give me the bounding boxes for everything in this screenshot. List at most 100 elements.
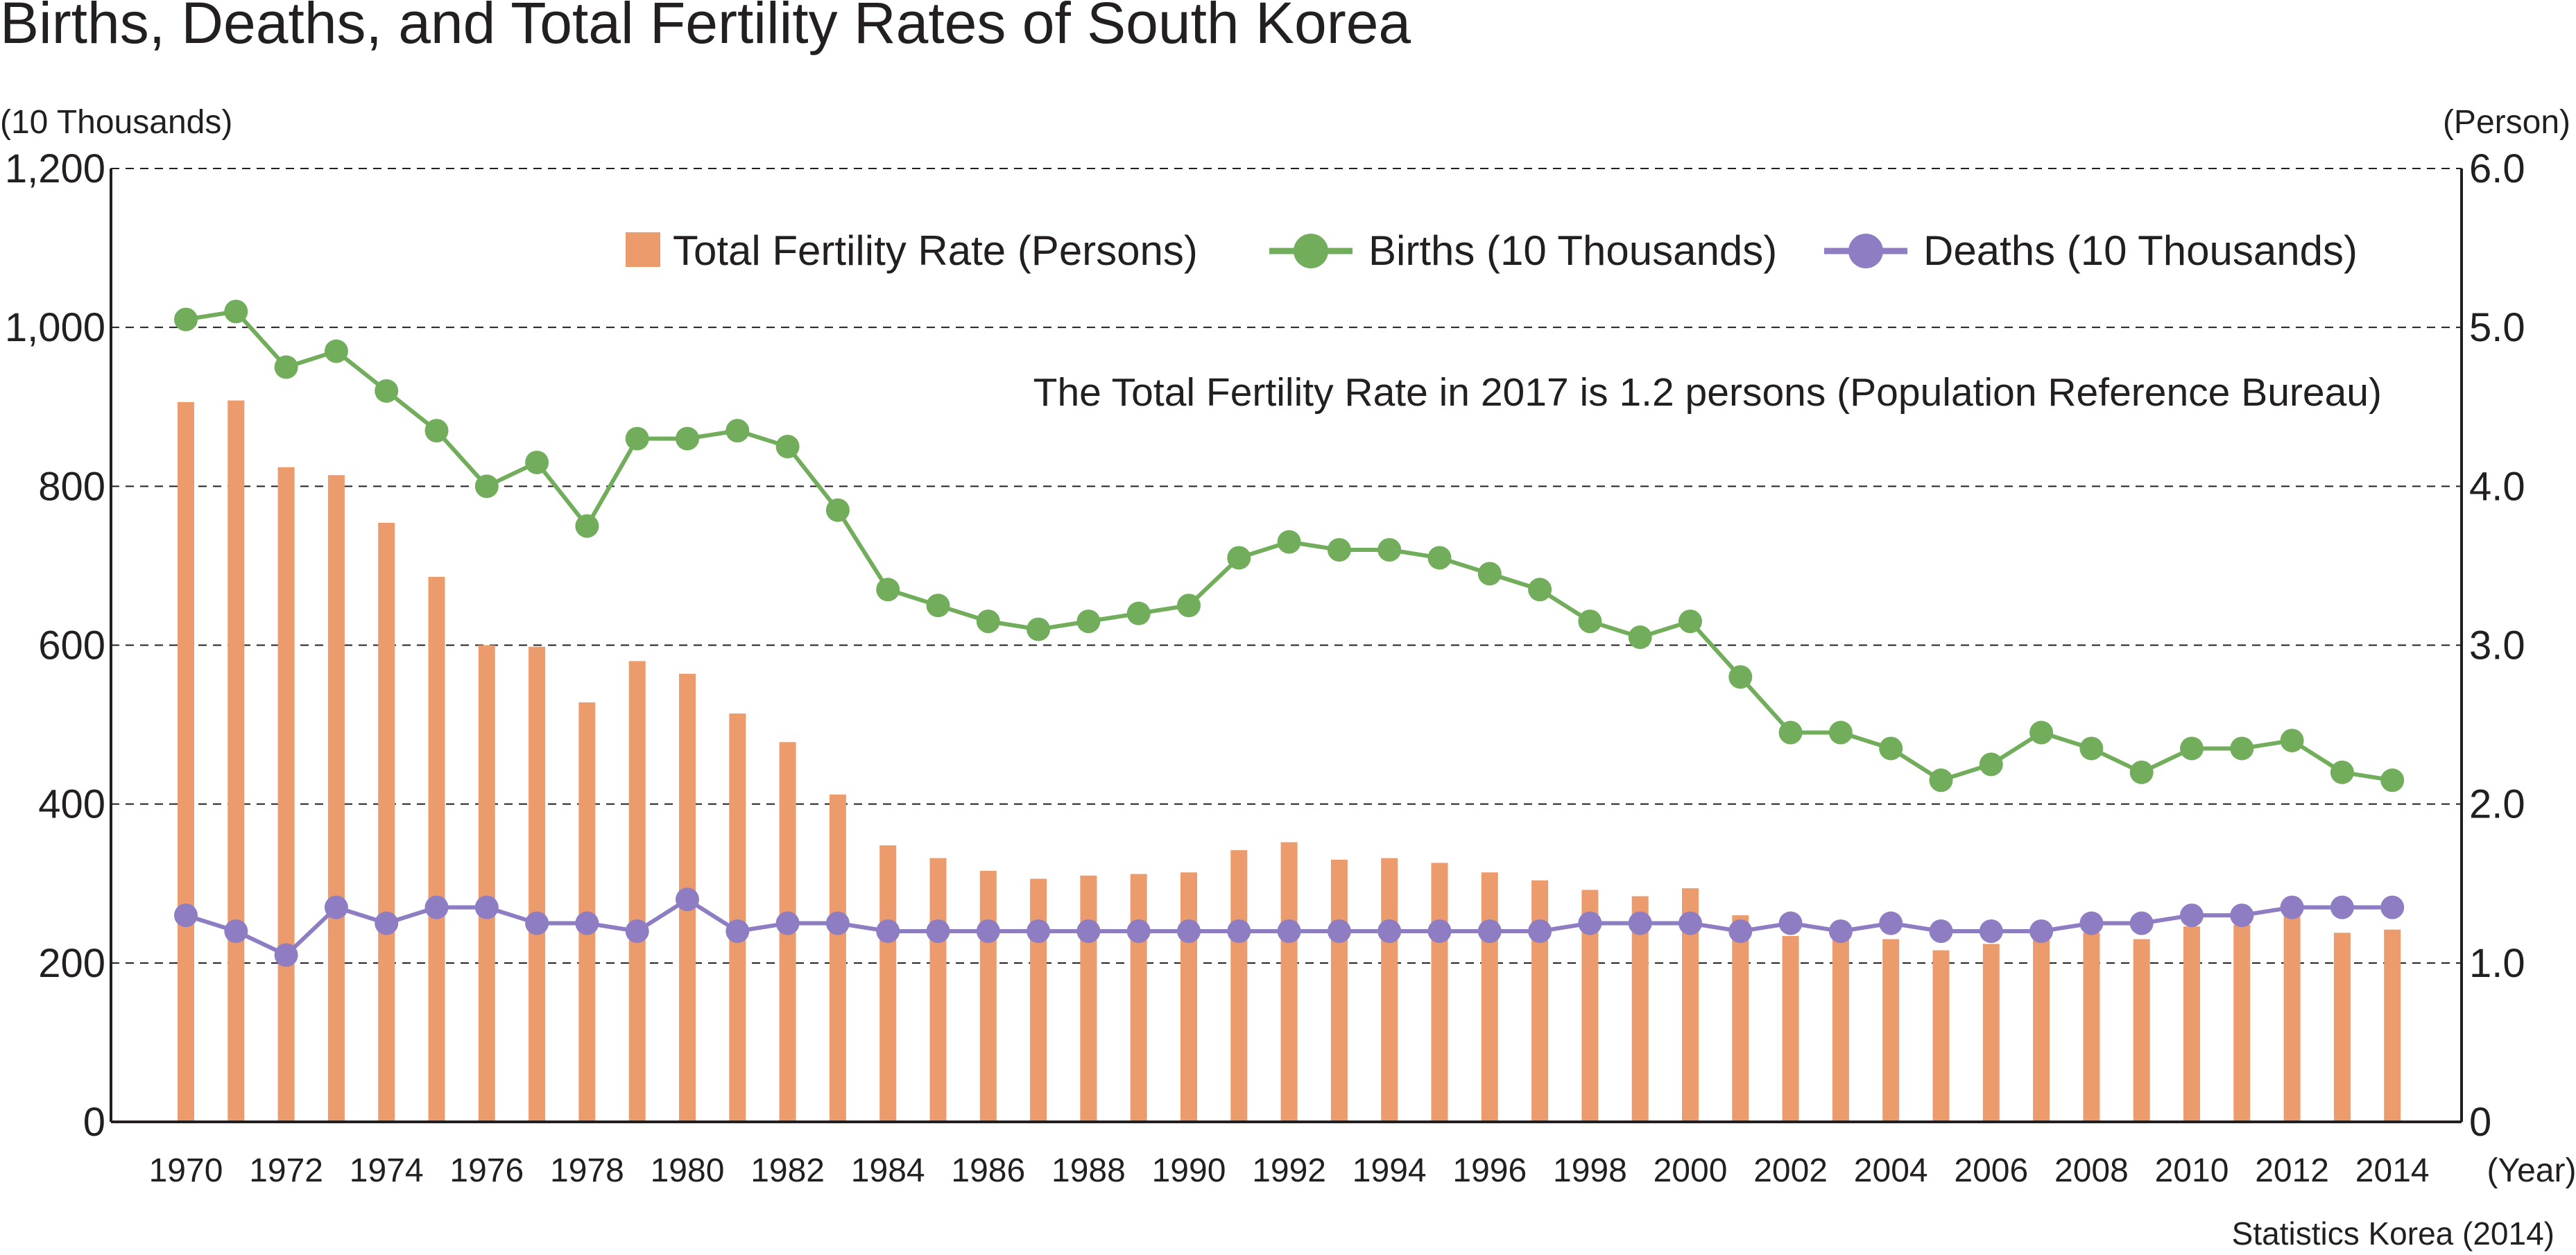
right-axis-unit: (Person) bbox=[2443, 104, 2570, 141]
births-point bbox=[976, 609, 1000, 634]
births-point bbox=[1427, 546, 1452, 570]
deaths-point bbox=[1628, 911, 1652, 935]
deaths-point bbox=[1227, 919, 1251, 943]
fertility-bar bbox=[1932, 950, 1950, 1122]
x-tick-label: 1970 bbox=[149, 1152, 223, 1189]
births-point bbox=[2180, 736, 2204, 761]
x-tick-label: 1986 bbox=[951, 1152, 1025, 1189]
left-tick-label: 1,000 bbox=[5, 305, 105, 350]
deaths-point bbox=[174, 903, 198, 928]
right-tick-label: 4.0 bbox=[2469, 464, 2525, 509]
births-point bbox=[1678, 609, 1702, 634]
fertility-bar bbox=[1531, 880, 1549, 1122]
deaths-point bbox=[976, 919, 1000, 943]
deaths-point bbox=[1126, 919, 1151, 943]
fertility-bar bbox=[1982, 944, 2000, 1122]
deaths-point bbox=[2029, 919, 2054, 943]
deaths-point bbox=[1879, 911, 1903, 935]
births-point bbox=[1528, 578, 1552, 602]
x-tick-label: 1984 bbox=[851, 1152, 925, 1189]
left-tick-label: 200 bbox=[38, 941, 105, 986]
fertility-bar bbox=[478, 645, 495, 1122]
fertility-bar bbox=[2384, 929, 2401, 1122]
births-point bbox=[1979, 752, 2003, 777]
births-point bbox=[424, 419, 449, 443]
deaths-point bbox=[1477, 919, 1502, 943]
right-tick-label: 2.0 bbox=[2469, 782, 2525, 827]
right-tick-label: 0 bbox=[2469, 1100, 2491, 1145]
fertility-bar bbox=[1030, 878, 1047, 1122]
deaths-point bbox=[525, 911, 549, 935]
fertility-bar bbox=[1330, 859, 1348, 1122]
left-tick-label: 1,200 bbox=[5, 146, 105, 191]
fertility-bar bbox=[1280, 842, 1298, 1122]
left-tick-label: 600 bbox=[38, 623, 105, 668]
deaths-point bbox=[2180, 903, 2204, 928]
fertility-bar bbox=[979, 870, 997, 1122]
fertility-bar bbox=[428, 576, 445, 1122]
deaths-point bbox=[274, 943, 298, 967]
deaths-point bbox=[224, 919, 248, 943]
fertility-bar bbox=[628, 661, 646, 1122]
fertility-bar bbox=[1080, 875, 1097, 1122]
deaths-point bbox=[1578, 911, 1602, 935]
deaths-point bbox=[1177, 919, 1201, 943]
deaths-point bbox=[1929, 919, 1953, 943]
fertility-bar bbox=[1732, 915, 1749, 1122]
fertility-bar bbox=[879, 845, 897, 1122]
x-tick-label: 2010 bbox=[2155, 1152, 2229, 1189]
fertility-bar bbox=[1832, 934, 1849, 1122]
deaths-point bbox=[2280, 895, 2304, 919]
fertility-bar bbox=[378, 523, 395, 1122]
fertility-bar bbox=[1882, 939, 1900, 1122]
deaths-point bbox=[324, 895, 348, 919]
legend-label-births: Births (10 Thousands) bbox=[1368, 227, 1777, 274]
births-point bbox=[1628, 625, 1652, 650]
x-axis-ticks: 1970 1972 1974 1976 1978 1980 1982 1984 1986 1988… bbox=[149, 1152, 2430, 1189]
deaths-point bbox=[1027, 919, 1051, 943]
births-point bbox=[1227, 546, 1251, 570]
deaths-point bbox=[1828, 919, 1853, 943]
x-tick-label: 2014 bbox=[2355, 1152, 2430, 1189]
fertility-bar bbox=[1130, 874, 1147, 1122]
fertility-bar bbox=[227, 400, 245, 1123]
deaths-point bbox=[926, 919, 950, 943]
births-point bbox=[474, 474, 499, 499]
fertility-bar bbox=[327, 475, 345, 1122]
births-point bbox=[575, 514, 599, 538]
legend: Total Fertility Rate (Persons) Births (1… bbox=[626, 227, 2358, 274]
deaths-point bbox=[1678, 911, 1702, 935]
births-point bbox=[1177, 594, 1201, 618]
gridlines bbox=[111, 168, 2462, 964]
births-point bbox=[676, 426, 699, 451]
legend-marker-births bbox=[1294, 234, 1328, 268]
births-point bbox=[1327, 538, 1351, 562]
x-tick-label: 1994 bbox=[1353, 1152, 1427, 1189]
right-tick-label: 3.0 bbox=[2469, 623, 2525, 668]
births-point bbox=[1477, 562, 1502, 586]
left-tick-label: 800 bbox=[38, 464, 105, 509]
right-tick-label: 5.0 bbox=[2469, 305, 2525, 350]
left-tick-label: 400 bbox=[38, 782, 105, 827]
left-axis-unit: (10 Thousands) bbox=[0, 104, 232, 141]
deaths-point bbox=[2230, 903, 2254, 928]
x-tick-label: 1990 bbox=[1152, 1152, 1226, 1189]
deaths-point bbox=[575, 911, 599, 935]
fertility-bar bbox=[2183, 926, 2200, 1122]
births-point bbox=[825, 498, 850, 522]
births-point bbox=[2129, 760, 2154, 784]
right-axis-ticks: 0 1.0 2.0 3.0 4.0 5.0 6.0 bbox=[2469, 146, 2525, 1145]
line-series bbox=[174, 300, 2405, 967]
births-point bbox=[876, 578, 900, 602]
legend-label-fertility: Total Fertility Rate (Persons) bbox=[673, 227, 1198, 274]
births-point bbox=[2230, 736, 2254, 761]
births-point bbox=[174, 307, 198, 331]
births-point bbox=[1126, 601, 1151, 625]
deaths-point bbox=[1327, 919, 1351, 943]
source-note: Statistics Korea (2014) bbox=[2232, 1215, 2554, 1252]
fertility-bar bbox=[1431, 863, 1448, 1122]
deaths-point bbox=[1528, 919, 1552, 943]
deaths-point bbox=[2129, 911, 2154, 935]
births-point bbox=[2380, 768, 2405, 793]
x-tick-label: 1974 bbox=[350, 1152, 424, 1189]
